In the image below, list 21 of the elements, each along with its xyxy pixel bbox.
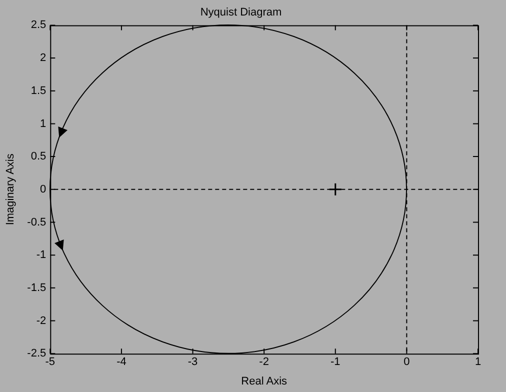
x-tick-label: -4 bbox=[116, 356, 126, 368]
y-tick-label: -2 bbox=[36, 314, 46, 327]
y-tick-label: -0.5 bbox=[27, 216, 46, 228]
x-tick-label: 0 bbox=[404, 356, 410, 368]
y-axis-title: Imaginary Axis bbox=[4, 153, 17, 226]
x-tick-label: -1 bbox=[330, 356, 340, 368]
x-tick-label: -3 bbox=[188, 356, 198, 368]
x-axis-title: Real Axis bbox=[241, 375, 288, 388]
y-tick-label: 1.5 bbox=[30, 84, 46, 97]
x-tick-label: -2 bbox=[259, 356, 269, 368]
x-tick-label: 1 bbox=[474, 356, 482, 368]
y-tick-label: -1 bbox=[36, 249, 46, 262]
y-tick-label: 0.5 bbox=[30, 150, 46, 163]
y-tick-label: -1.5 bbox=[27, 282, 46, 294]
y-tick-label: -2.5 bbox=[27, 348, 46, 360]
y-tick-label: 2 bbox=[40, 52, 46, 64]
y-tick-label: 0 bbox=[40, 183, 46, 196]
chart-title: Nyquist Diagram bbox=[200, 6, 282, 19]
y-tick-label: 2.5 bbox=[30, 19, 46, 32]
y-tick-label: 1 bbox=[40, 118, 46, 130]
x-tick-label: -5 bbox=[45, 356, 56, 368]
